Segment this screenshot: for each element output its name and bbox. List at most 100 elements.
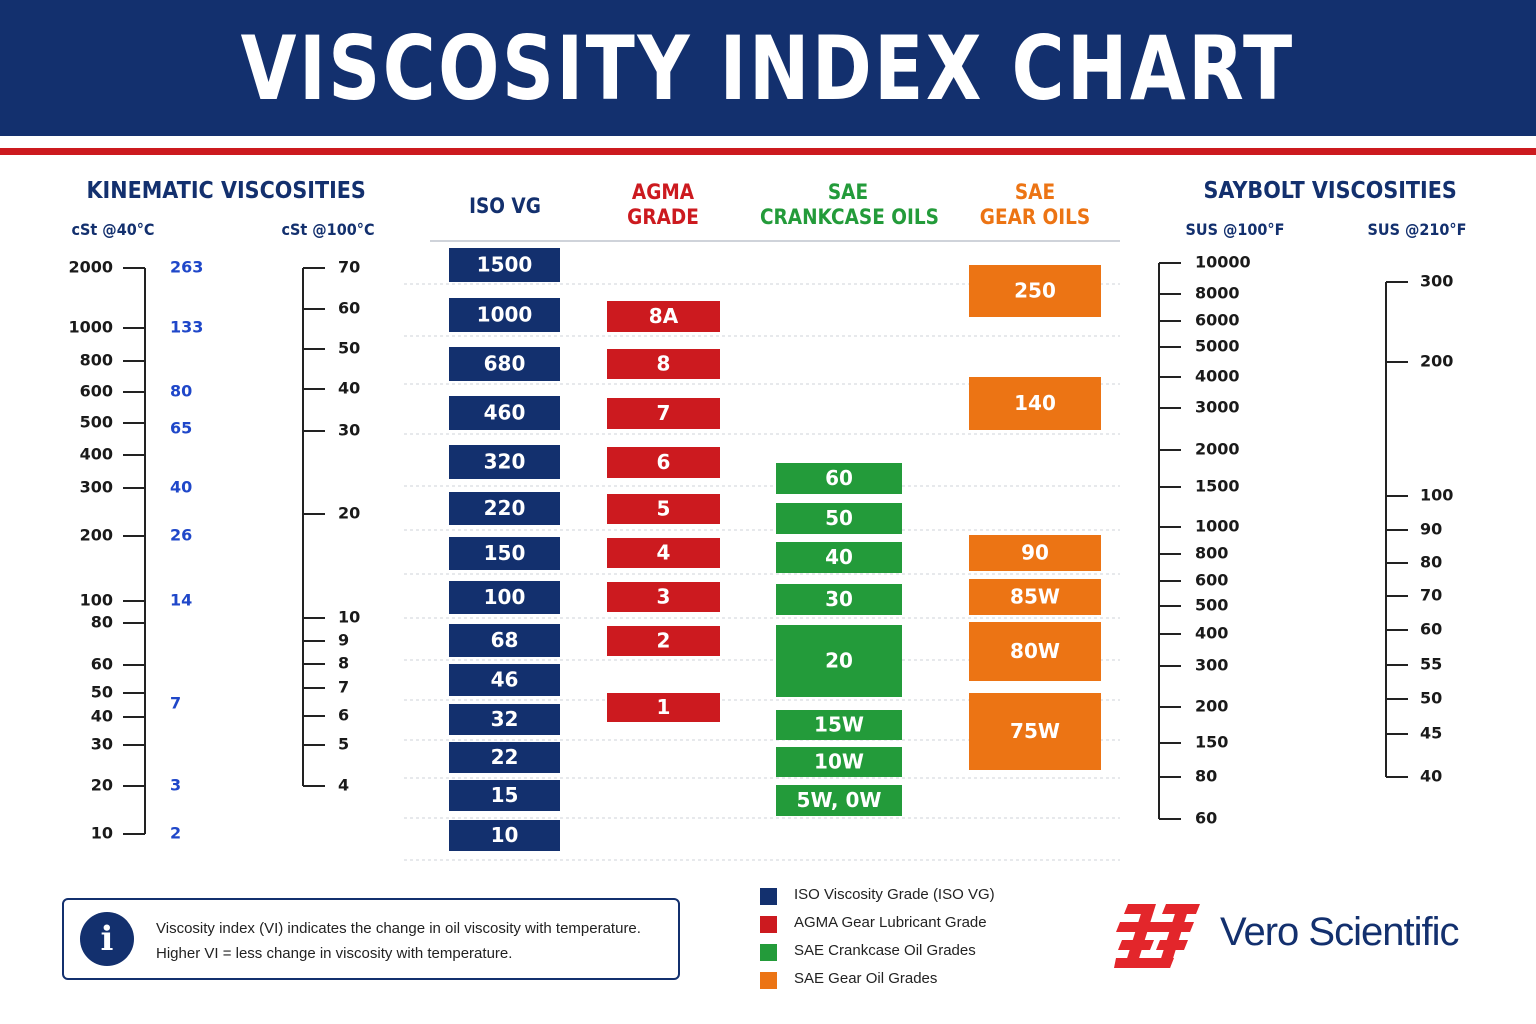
sae-crankcase-box-50	[776, 503, 902, 534]
sae-crankcase-box-label-60: 60	[825, 466, 853, 490]
sae-gear-box-140	[969, 377, 1101, 430]
iso-vg-box-100	[449, 581, 560, 614]
agma-box-label-3: 3	[657, 585, 671, 609]
cst40-tick-label-400: 400	[80, 445, 113, 464]
cst40-tick-label-20: 20	[91, 776, 113, 795]
sus100f-tick-label-150: 150	[1195, 733, 1228, 752]
cst40-tick-label-300: 300	[80, 478, 113, 497]
sae-crankcase-box-30	[776, 584, 902, 615]
agma-box-1	[607, 693, 720, 722]
sus210f-tick-label-50: 50	[1420, 689, 1442, 708]
agma-header-line2: GRADE	[627, 205, 699, 229]
cst40-value-3: 3	[170, 776, 181, 795]
sus100f-tick-label-800: 800	[1195, 544, 1228, 563]
agma-box-3	[607, 582, 720, 612]
header-stripe-white	[0, 136, 1536, 148]
cst40-value-7: 7	[170, 694, 181, 713]
cst40-value-65: 65	[170, 419, 192, 438]
legend-label-sae-crankcase: SAE Crankcase Oil Grades	[794, 942, 976, 959]
iso-vg-box-label-1000: 1000	[477, 303, 533, 327]
sus100f-tick-label-6000: 6000	[1195, 311, 1240, 330]
agma-box-6	[607, 447, 720, 478]
iso-vg-header-line1: ISO VG	[469, 194, 541, 218]
sae-crankcase-box-label-15W: 15W	[814, 713, 864, 737]
iso-vg-box-label-460: 460	[484, 401, 526, 425]
cst100-tick-label-70: 70	[338, 258, 360, 277]
cst40-value-133: 133	[170, 318, 203, 337]
cst100-tick-label-4: 4	[338, 776, 349, 795]
sus100f-tick-label-10000: 10000	[1195, 253, 1251, 272]
cst100-tick-label-60: 60	[338, 299, 360, 318]
info-text: Viscosity index (VI) indicates the chang…	[156, 916, 641, 966]
sae-crankcase-box-5W, 0W	[776, 785, 902, 816]
agma-box-label-8: 8	[657, 352, 671, 376]
sae-crankcase-column-header: SAE CRANKCASE OILS	[760, 180, 939, 230]
info-line-2: Higher VI = less change in viscosity wit…	[156, 945, 513, 962]
cst40-value-40: 40	[170, 478, 192, 497]
legend-swatch-agma	[760, 916, 777, 933]
iso-vg-box-32	[449, 704, 560, 735]
sus100f-tick-label-200: 200	[1195, 697, 1228, 716]
sus210f-tick-label-55: 55	[1420, 655, 1442, 674]
cst40-tick-label-40: 40	[91, 707, 113, 726]
agma-box-label-8A: 8A	[649, 304, 679, 328]
cst40-tick-label-80: 80	[91, 613, 113, 632]
cst40-value-26: 26	[170, 526, 192, 545]
cst40-tick-label-1000: 1000	[68, 318, 113, 337]
sae-gear-column-header: SAE GEAR OILS	[969, 180, 1101, 230]
sus210f-tick-label-200: 200	[1420, 352, 1453, 371]
cst40-tick-label-2000: 2000	[68, 258, 113, 277]
info-icon: i	[80, 912, 134, 966]
kinematic-section-title: KINEMATIC VISCOSITIES	[86, 178, 366, 204]
sae-gear-box-80W	[969, 622, 1101, 681]
cst100-tick-label-30: 30	[338, 421, 360, 440]
iso-vg-box-150	[449, 537, 560, 570]
cst100-tick-label-6: 6	[338, 706, 349, 725]
sae-gear-box-label-250: 250	[1014, 279, 1056, 303]
agma-header-line1: AGMA	[631, 180, 695, 204]
legend-item-iso: ISO Viscosity Grade (ISO VG)	[760, 884, 1060, 912]
agma-box-8	[607, 349, 720, 379]
sae-crankcase-box-40	[776, 542, 902, 573]
brand-name: Vero Scientific	[1220, 910, 1459, 954]
sus100f-tick-label-300: 300	[1195, 656, 1228, 675]
sae-gear-header-line1: SAE	[1014, 180, 1056, 204]
iso-vg-box-label-46: 46	[491, 668, 519, 692]
cst100-tick-label-7: 7	[338, 678, 349, 697]
sus100f-tick-label-400: 400	[1195, 624, 1228, 643]
iso-vg-box-label-15: 15	[491, 783, 519, 807]
cst40-tick-label-10: 10	[91, 824, 113, 843]
legend: ISO Viscosity Grade (ISO VG) AGMA Gear L…	[760, 884, 1060, 996]
cst40-tick-label-60: 60	[91, 655, 113, 674]
sus100f-tick-label-500: 500	[1195, 596, 1228, 615]
legend-label-sae-gear: SAE Gear Oil Grades	[794, 970, 938, 987]
cst40-tick-label-100: 100	[80, 591, 113, 610]
iso-vg-column-header: ISO VG	[448, 194, 562, 219]
sus100f-tick-label-1500: 1500	[1195, 477, 1240, 496]
iso-vg-box-label-32: 32	[491, 707, 519, 731]
sae-gear-box-label-80W: 80W	[1010, 639, 1060, 663]
info-line-1: Viscosity index (VI) indicates the chang…	[156, 920, 641, 937]
legend-label-iso: ISO Viscosity Grade (ISO VG)	[794, 886, 995, 903]
iso-vg-box-220	[449, 492, 560, 525]
cst40-tick-label-50: 50	[91, 683, 113, 702]
iso-vg-box-label-1500: 1500	[477, 253, 533, 277]
iso-vg-box-1500	[449, 248, 560, 282]
sus100f-tick-label-60: 60	[1195, 809, 1217, 828]
legend-swatch-sae-crankcase	[760, 944, 777, 961]
sae-gear-box-label-85W: 85W	[1010, 585, 1060, 609]
sae-crankcase-box-10W	[776, 747, 902, 777]
sae-gear-box-90	[969, 535, 1101, 571]
agma-box-label-7: 7	[657, 401, 671, 425]
sae-gear-box-75W	[969, 693, 1101, 770]
cst100-tick-label-8: 8	[338, 654, 349, 673]
saybolt-unit-210f: SUS @210°F	[1367, 220, 1467, 239]
legend-swatch-sae-gear	[760, 972, 777, 989]
cst100-tick-label-20: 20	[338, 504, 360, 523]
cst100-tick-label-10: 10	[338, 608, 360, 627]
iso-vg-box-680	[449, 347, 560, 381]
iso-vg-box-label-220: 220	[484, 496, 526, 520]
vero-scientific-logo-icon	[1114, 904, 1200, 968]
sae-crankcase-box-label-40: 40	[825, 545, 853, 569]
